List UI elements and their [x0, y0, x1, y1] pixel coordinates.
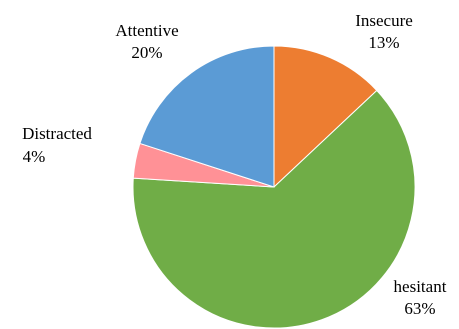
- pie-slice-insecure: [273, 45, 378, 189]
- slice-value-insecure: 13%: [368, 33, 399, 52]
- slice-value-distracted: 4%: [23, 147, 46, 166]
- slice-label-hesitant: hesitant: [394, 277, 447, 296]
- slice-label-attentive: Attentive: [115, 21, 178, 40]
- pie-slice-hesitant: [132, 89, 416, 329]
- slice-label-insecure: Insecure: [355, 11, 413, 30]
- slice-value-attentive: 20%: [131, 43, 162, 62]
- pie-slice-attentive: [139, 45, 275, 188]
- pie-slices: [132, 45, 416, 329]
- slice-value-hesitant: 63%: [404, 299, 435, 318]
- slice-label-distracted: Distracted: [22, 124, 92, 143]
